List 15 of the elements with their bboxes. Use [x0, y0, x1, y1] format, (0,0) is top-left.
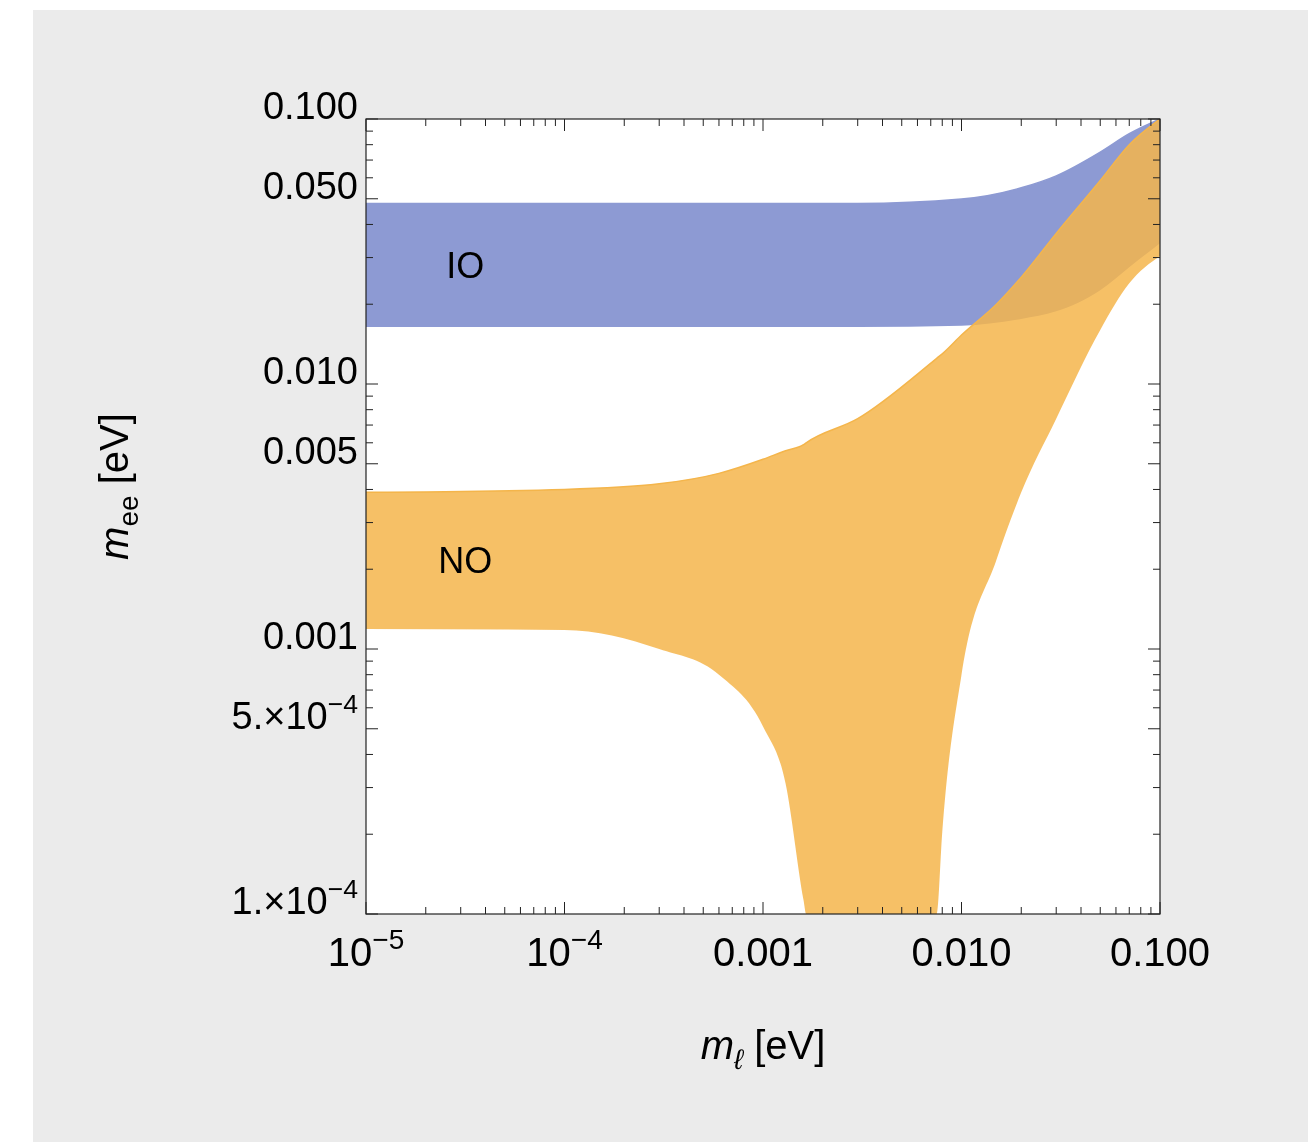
x-tick-label: 10$^{−4}$ — [526, 924, 603, 974]
x-tick-label: 0.010 — [911, 930, 1012, 974]
y-tick-label: 0.001 — [262, 615, 358, 657]
y-tick-label: 0.050 — [262, 164, 358, 207]
y-tick-label: 1.×10$^{−4}$ — [231, 874, 359, 922]
y-tick-label: 0.005 — [262, 429, 358, 472]
x-tick-label: 0.100 — [1109, 930, 1211, 974]
x-tick-label: 0.001 — [712, 930, 814, 974]
y-tick-label: 0.100 — [262, 85, 358, 127]
y-tick-label: 0.010 — [262, 350, 358, 392]
x-tick-label: 10$^{−5}$ — [327, 924, 405, 974]
x-axis-title: m$_{ℓ}$ [eV] — [700, 1023, 826, 1075]
series-label: NO — [438, 540, 493, 582]
y-tick-label: 5.×10$^{−4}$ — [231, 688, 359, 737]
series-label: IO — [446, 244, 485, 286]
